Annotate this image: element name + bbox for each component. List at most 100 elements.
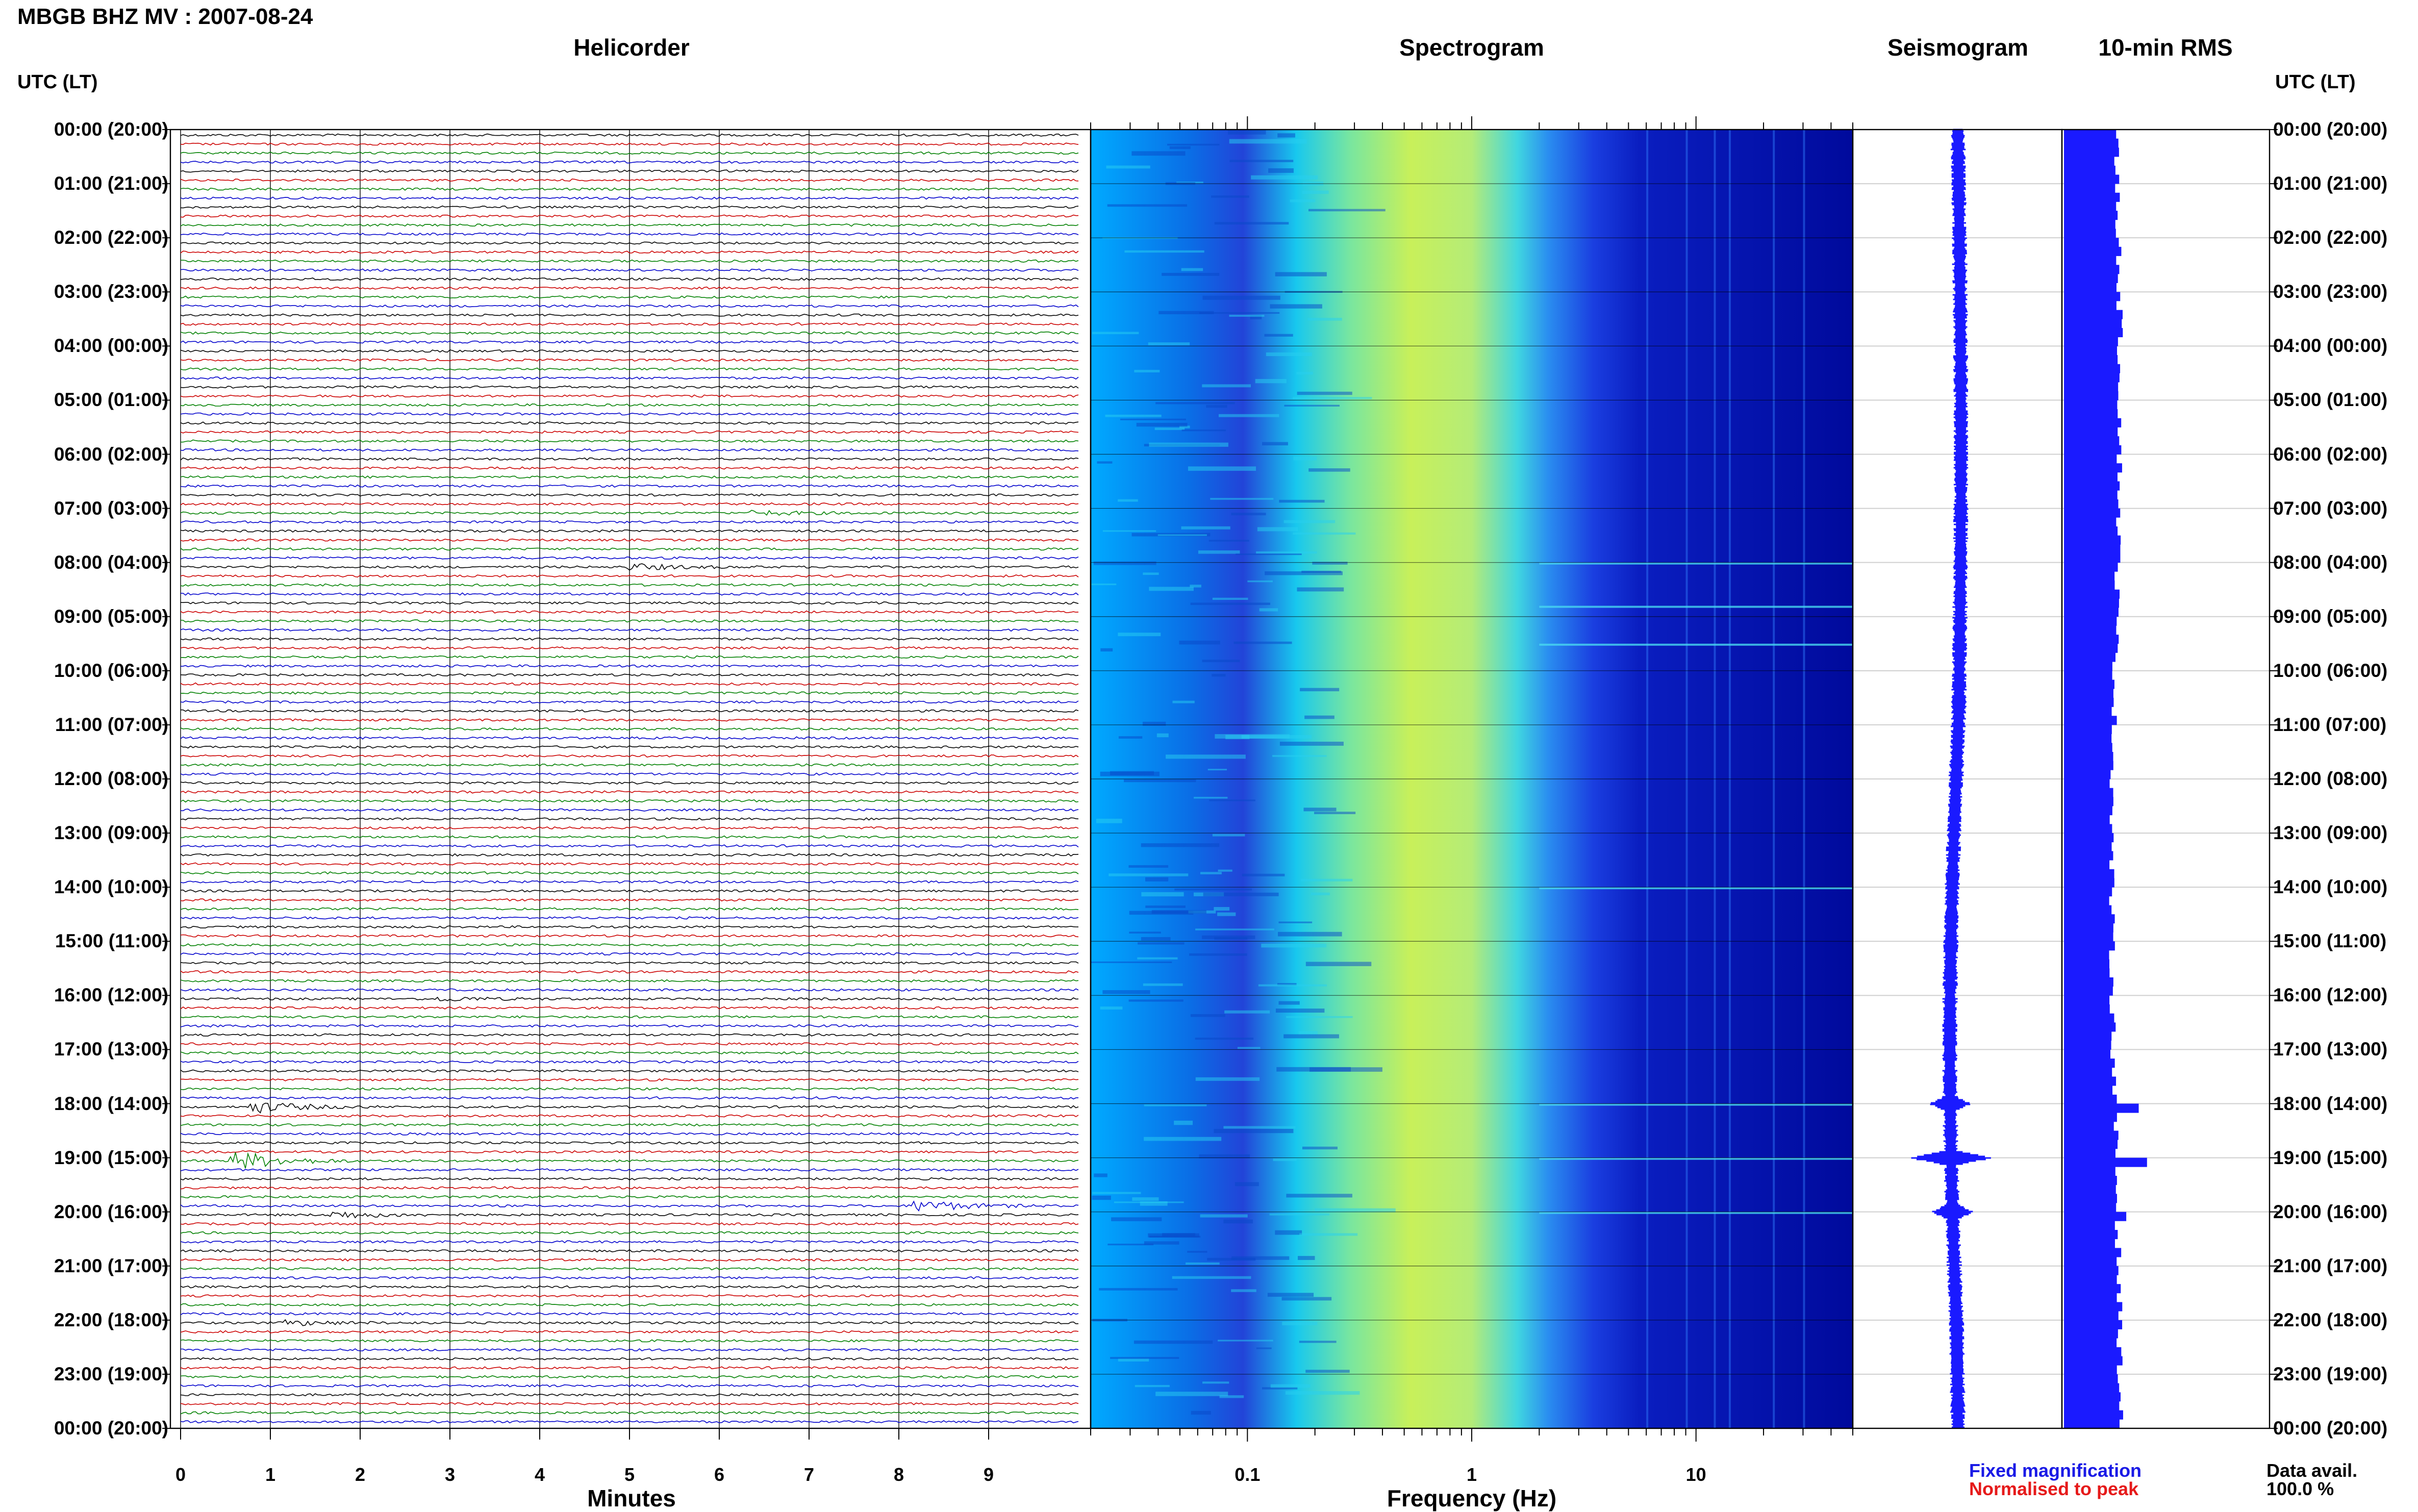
spectrogram-texture bbox=[1315, 1208, 1396, 1213]
helicorder-trace bbox=[180, 1186, 1079, 1190]
spectrogram-texture bbox=[1202, 935, 1255, 939]
spectrogram-texture bbox=[1308, 209, 1386, 212]
spectrogram-texture bbox=[1209, 799, 1255, 801]
spectrogram-texture bbox=[1229, 314, 1265, 317]
time-label-right: 04:00 (00:00) bbox=[2273, 335, 2388, 357]
spectrogram-texture bbox=[1114, 1201, 1184, 1203]
spectrogram-texture bbox=[1144, 1137, 1222, 1141]
spectrogram-texture bbox=[1199, 1154, 1250, 1158]
spectrogram-texture bbox=[1217, 912, 1236, 916]
spectrogram-texture bbox=[1157, 534, 1207, 536]
helicorder-trace bbox=[180, 1152, 1079, 1169]
spectrogram-texture bbox=[1314, 812, 1356, 814]
spectrogram-texture bbox=[1179, 425, 1190, 429]
rms-bar bbox=[2064, 1257, 2117, 1267]
rms-bar bbox=[2064, 1148, 2115, 1158]
spectrogram-texture bbox=[1118, 499, 1138, 502]
helicorder-trace bbox=[180, 1114, 1079, 1118]
spectrogram-texture bbox=[1224, 1010, 1270, 1014]
helicorder-trace bbox=[180, 538, 1079, 542]
time-label-right: 21:00 (17:00) bbox=[2273, 1255, 2388, 1276]
rms-bar bbox=[2064, 1329, 2118, 1339]
helicorder-trace bbox=[180, 1102, 1079, 1114]
spectrogram-texture bbox=[1138, 942, 1185, 945]
helicorder-trace bbox=[180, 1393, 1079, 1397]
spectrogram-texture bbox=[1247, 580, 1273, 583]
helicorder-trace bbox=[180, 682, 1079, 686]
minute-tick-label: 7 bbox=[803, 1464, 815, 1485]
helicorder-trace bbox=[180, 979, 1079, 983]
helicorder-trace bbox=[180, 772, 1079, 776]
helicorder-trace bbox=[180, 601, 1079, 605]
spectrogram-texture bbox=[1094, 1173, 1107, 1177]
spectrogram-texture bbox=[1134, 1340, 1213, 1344]
rms-bar bbox=[2064, 1410, 2123, 1420]
spectrogram-texture bbox=[1210, 498, 1274, 500]
spectrogram-texture bbox=[1109, 873, 1189, 876]
helicorder-trace bbox=[180, 916, 1079, 920]
rms-bar bbox=[2064, 1365, 2117, 1375]
spectrogram-texture bbox=[1286, 1194, 1352, 1198]
spectrogram-texture bbox=[1261, 943, 1327, 948]
helicorder-trace bbox=[180, 1060, 1079, 1064]
helicorder-trace bbox=[180, 151, 1079, 155]
helicorder-trace bbox=[180, 664, 1079, 668]
spectrogram-texture bbox=[1212, 674, 1226, 677]
spectrogram-texture bbox=[1256, 1347, 1272, 1349]
time-label-right: 18:00 (14:00) bbox=[2273, 1093, 2388, 1114]
helicorder-trace bbox=[180, 484, 1079, 488]
helicorder-trace bbox=[180, 1132, 1079, 1136]
rms-bar bbox=[2064, 265, 2120, 274]
helicorder-trace bbox=[180, 889, 1079, 893]
time-label-right: 15:00 (11:00) bbox=[2273, 930, 2387, 952]
spectrogram-texture bbox=[1154, 427, 1185, 430]
spectrogram-texture bbox=[1167, 143, 1220, 146]
rms-bar bbox=[2064, 1130, 2119, 1140]
spectrogram-texture bbox=[1219, 1395, 1244, 1398]
rms-bar bbox=[2064, 562, 2118, 572]
spectrogram-texture bbox=[1143, 983, 1183, 986]
spectrogram-texture bbox=[1206, 405, 1227, 408]
helicorder-trace bbox=[180, 448, 1079, 452]
spectrogram-texture bbox=[1311, 892, 1330, 895]
rms-bar bbox=[2064, 192, 2120, 202]
spectrogram-texture bbox=[1144, 1241, 1179, 1245]
rms-bar bbox=[2064, 1113, 2117, 1122]
spectrogram-texture bbox=[1309, 1067, 1382, 1072]
rms-bar bbox=[2064, 941, 2115, 951]
time-label-right: 22:00 (18:00) bbox=[2273, 1309, 2388, 1330]
spectrogram-texture bbox=[1187, 1251, 1207, 1253]
spectrogram-texture bbox=[1279, 499, 1325, 503]
spectrogram-texture bbox=[1200, 872, 1222, 874]
helicorder-trace bbox=[180, 835, 1079, 839]
time-label-left: 00:00 (20:00) bbox=[54, 119, 168, 140]
rms-bar bbox=[2064, 959, 2110, 969]
rms-bar bbox=[2064, 327, 2123, 338]
helicorder-trace bbox=[180, 250, 1079, 254]
rms-bar bbox=[2064, 851, 2113, 861]
helicorder-trace bbox=[180, 1015, 1079, 1019]
rms-bar bbox=[2064, 995, 2110, 1005]
spectrogram-texture bbox=[1292, 397, 1372, 399]
time-label-left: 20:00 (16:00) bbox=[54, 1201, 168, 1222]
rms-bar bbox=[2064, 201, 2117, 211]
time-label-left: 16:00 (12:00) bbox=[54, 985, 168, 1006]
spectrogram-texture bbox=[1091, 961, 1172, 963]
helicorder-trace bbox=[180, 1141, 1079, 1145]
frequency-tick-label: 0.1 bbox=[1235, 1464, 1261, 1485]
spectrogram-texture bbox=[1128, 999, 1183, 1002]
spectrogram-texture bbox=[1145, 877, 1169, 881]
helicorder-trace bbox=[180, 700, 1079, 704]
helicorder-trace bbox=[180, 898, 1079, 902]
helicorder-trace bbox=[180, 394, 1079, 398]
helicorder-trace bbox=[180, 520, 1079, 524]
spectrogram-texture bbox=[1179, 640, 1220, 645]
rms-bar bbox=[2064, 292, 2121, 301]
rms-bar bbox=[2064, 589, 2120, 599]
spectrogram-texture bbox=[1223, 1126, 1296, 1129]
minute-tick-label: 2 bbox=[355, 1464, 366, 1485]
spectrogram-texture bbox=[1255, 379, 1287, 384]
rms-bar bbox=[2064, 779, 2110, 789]
helicorder-title: Helicorder bbox=[573, 34, 690, 61]
helicorder-trace bbox=[180, 421, 1079, 425]
